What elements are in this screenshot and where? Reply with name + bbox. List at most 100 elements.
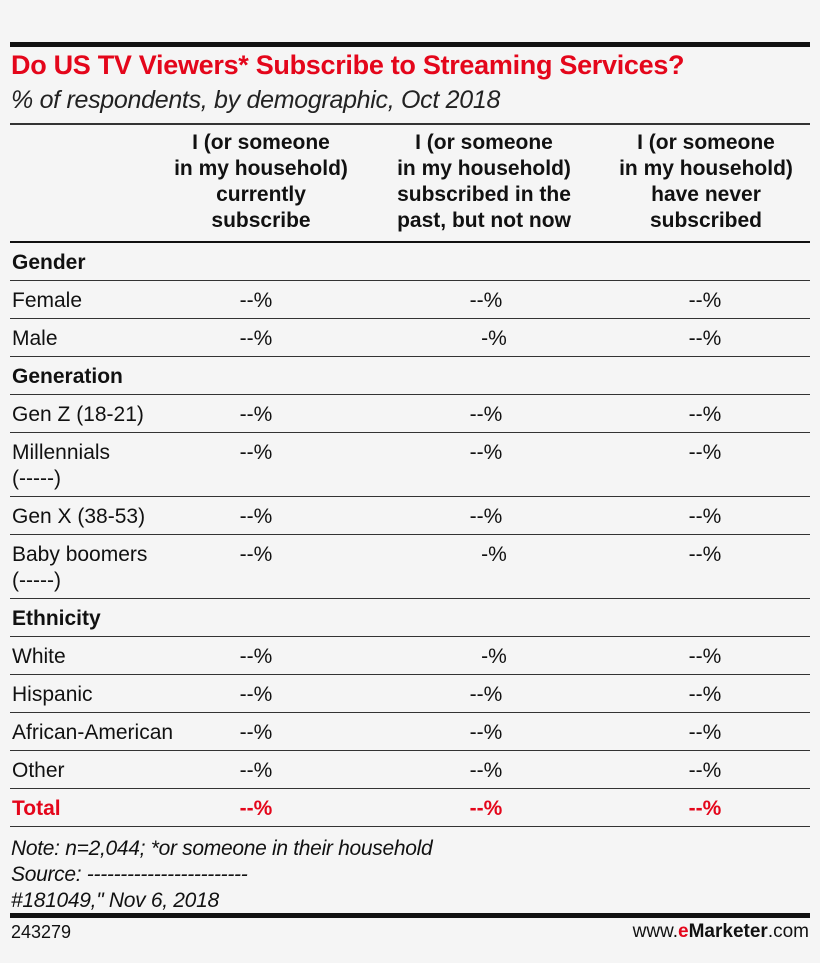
cell-value: -%: [481, 543, 507, 566]
cell-value: --%: [239, 289, 273, 312]
cell-value: --%: [469, 759, 503, 782]
cell-value: --%: [239, 543, 273, 566]
table-row: Millennials (-----) --% --% --%: [10, 433, 810, 497]
cell-value: --%: [239, 759, 273, 782]
total-row: Total --% --% --%: [10, 789, 810, 827]
column-header-line: I (or someone: [192, 131, 330, 154]
subtitle-rule: [10, 123, 810, 125]
cell-value: --%: [239, 403, 273, 426]
row-label-subtext: (-----): [12, 467, 61, 490]
section-header-row: Gender: [10, 243, 810, 281]
brand-e: e: [678, 921, 689, 942]
row-label-text: White: [12, 645, 66, 668]
column-header-line: in my household): [397, 157, 571, 180]
chart-subtitle: % of respondents, by demographic, Oct 20…: [11, 86, 501, 114]
row-label: African-American: [12, 720, 173, 746]
column-header-line: in my household): [174, 157, 348, 180]
cell-value: --%: [469, 403, 503, 426]
column-header-line: subscribe: [211, 209, 311, 232]
header-rule: [10, 241, 810, 243]
cell-value: --%: [239, 441, 273, 464]
column-header-1: I (or someone in my household) currently su…: [146, 130, 376, 234]
table-row: Gen X (38-53) --% --% --%: [10, 497, 810, 535]
brand-prefix: www.: [632, 921, 679, 942]
column-header-line: I (or someone: [637, 131, 775, 154]
chart-id: 243279: [11, 922, 72, 942]
row-label-text: Hispanic: [12, 683, 93, 706]
row-label: Baby boomers (-----): [12, 542, 147, 594]
column-header-line: have never: [651, 183, 761, 206]
row-label: Gen Z (18-21): [12, 402, 144, 428]
column-header-2: I (or someone in my household) subscribed …: [369, 130, 599, 234]
cell-value: --%: [688, 505, 722, 528]
row-label-text: Baby boomers: [12, 543, 148, 566]
cell-value: --%: [239, 721, 273, 744]
brand-suffix: .com: [767, 921, 809, 942]
cell-value: --%: [688, 441, 722, 464]
row-label: Male: [12, 326, 58, 352]
column-header-line: I (or someone: [415, 131, 553, 154]
cell-value: --%: [688, 645, 722, 668]
table-row: Hispanic --% --% --%: [10, 675, 810, 713]
chart-title: Do US TV Viewers* Subscribe to Streaming…: [11, 50, 685, 80]
cell-value: --%: [469, 441, 503, 464]
row-label: Other: [12, 758, 65, 784]
row-label-text: Generation: [12, 365, 123, 388]
row-label-text: Gen X (38-53): [12, 505, 146, 528]
emarketer-logo: www.eMarketer.com: [633, 921, 809, 943]
row-label-text: African-American: [12, 721, 174, 744]
column-header-line: in my household): [619, 157, 793, 180]
cell-value: --%: [688, 797, 722, 820]
table-row: Other --% --% --%: [10, 751, 810, 789]
cell-value: --%: [688, 683, 722, 706]
top-rule: [10, 42, 810, 47]
cell-value: -%: [481, 327, 507, 350]
cell-value: --%: [469, 505, 503, 528]
column-header-3: I (or someone in my household) have never s…: [591, 130, 820, 234]
table-row: White --% -% --%: [10, 637, 810, 675]
cell-value: --%: [688, 403, 722, 426]
row-label-text: Other: [12, 759, 65, 782]
row-label: Millennials (-----): [12, 440, 110, 492]
row-label-text: Gender: [12, 251, 86, 274]
cell-value: --%: [239, 505, 273, 528]
row-label: Ethnicity: [12, 606, 101, 632]
notes: Note: n=2,044; *or someone in their hous…: [11, 836, 433, 914]
row-label: Hispanic: [12, 682, 93, 708]
row-label: White: [12, 644, 66, 670]
row-label: Gender: [12, 250, 86, 276]
column-header-line: currently: [216, 183, 306, 206]
cell-value: --%: [469, 289, 503, 312]
cell-value: --%: [239, 327, 273, 350]
cell-value: --%: [239, 797, 273, 820]
row-label-subtext: (-----): [12, 569, 61, 592]
row-label: Female: [12, 288, 82, 314]
row-label: Total: [12, 796, 61, 822]
cell-value: --%: [688, 759, 722, 782]
source-id-line: #181049," Nov 6, 2018: [11, 889, 219, 912]
table-row: Gen Z (18-21) --% --% --%: [10, 395, 810, 433]
cell-value: --%: [688, 289, 722, 312]
cell-value: --%: [239, 645, 273, 668]
cell-value: --%: [469, 797, 503, 820]
row-label: Generation: [12, 364, 123, 390]
cell-value: --%: [688, 327, 722, 350]
row-label-text: Gen Z (18-21): [12, 403, 144, 426]
column-header-line: subscribed in the: [397, 183, 571, 206]
row-label-text: Female: [12, 289, 83, 312]
bottom-rule: [10, 913, 810, 918]
row-label-text: Ethnicity: [12, 607, 101, 630]
row-label-text: Male: [12, 327, 58, 350]
cell-value: --%: [239, 683, 273, 706]
table-row: African-American --% --% --%: [10, 713, 810, 751]
cell-value: --%: [688, 721, 722, 744]
row-label: Gen X (38-53): [12, 504, 145, 530]
column-header-line: past, but not now: [397, 209, 571, 232]
row-label-text: Millennials: [12, 441, 111, 464]
row-label-text: Total: [12, 797, 61, 820]
cell-value: --%: [469, 683, 503, 706]
section-header-row: Ethnicity: [10, 599, 810, 637]
cell-value: --%: [469, 721, 503, 744]
cell-value: -%: [481, 645, 507, 668]
table-row: Female --% --% --%: [10, 281, 810, 319]
